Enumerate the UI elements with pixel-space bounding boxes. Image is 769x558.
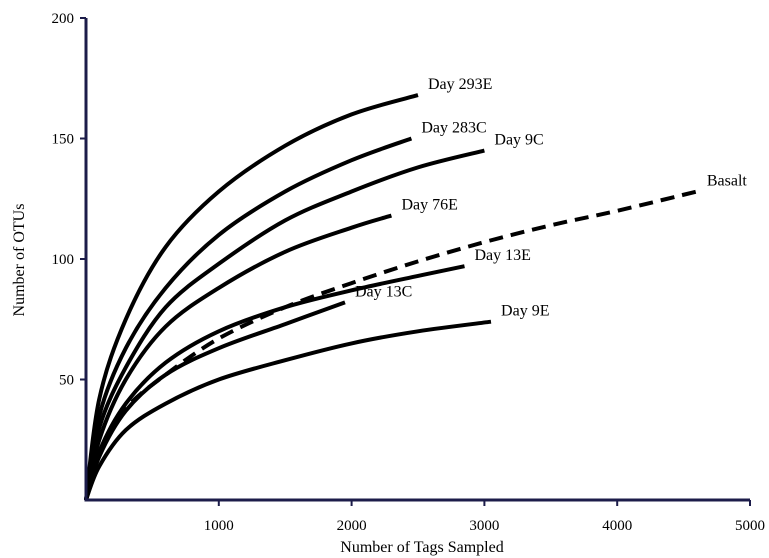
series-line-day-293e bbox=[84, 93, 419, 501]
series-line-day-13e bbox=[84, 264, 465, 501]
x-axis-title: Number of Tags Sampled bbox=[340, 539, 503, 556]
series-label: Day 9C bbox=[494, 132, 543, 149]
x-tick-label: 2000 bbox=[337, 518, 367, 534]
tick-labels: 1000 2000 3000 4000 5000 50 100 150 200 bbox=[52, 11, 766, 534]
series-line-day-9e bbox=[84, 319, 492, 501]
series-label: Day 13C bbox=[355, 283, 412, 300]
series-label: Day 293E bbox=[428, 76, 492, 93]
series-label: Day 283C bbox=[421, 120, 486, 137]
y-tick-label: 50 bbox=[59, 373, 74, 389]
y-tick-label: 200 bbox=[52, 11, 75, 27]
x-tick-label: 4000 bbox=[602, 518, 632, 534]
series-line-day-9c bbox=[84, 148, 485, 501]
series-line-basalt bbox=[84, 189, 698, 501]
axes bbox=[80, 17, 751, 506]
series-labels: Day 293E Day 283C Day 9C Day 76E Basalt Day 1… bbox=[355, 76, 747, 320]
y-tick-label: 150 bbox=[52, 132, 75, 148]
x-tick-label: 5000 bbox=[735, 518, 765, 534]
y-axis-title: Number of OTUs bbox=[11, 204, 28, 317]
series-layer bbox=[84, 93, 698, 501]
series-line-day-283c bbox=[84, 136, 413, 501]
series-line-day-76e bbox=[84, 213, 392, 501]
y-tick-label: 100 bbox=[52, 252, 75, 268]
series-label: Basalt bbox=[707, 173, 748, 190]
x-tick-label: 1000 bbox=[204, 518, 234, 534]
series-line-day-13c bbox=[84, 300, 346, 501]
series-label: Day 9E bbox=[501, 303, 549, 320]
x-tick-label: 3000 bbox=[469, 518, 499, 534]
series-label: Day 76E bbox=[401, 197, 457, 214]
series-label: Day 13E bbox=[474, 247, 530, 264]
